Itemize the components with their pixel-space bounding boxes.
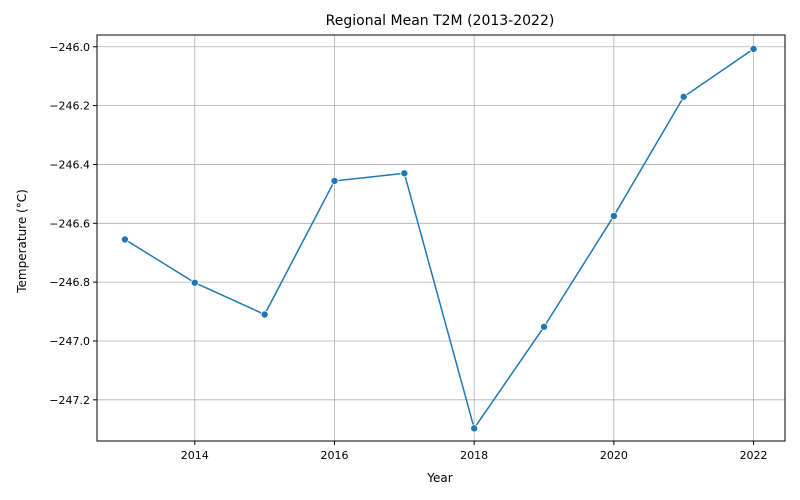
- x-tick-label: 2022: [740, 449, 768, 462]
- x-axis-label: Year: [426, 471, 452, 485]
- y-tick-label: −246.4: [49, 158, 90, 171]
- y-tick-label: −247.0: [49, 335, 90, 348]
- x-axis-ticks: 2014 2016 2018 2020 2022: [181, 441, 768, 462]
- data-point: [679, 92, 688, 101]
- data-point: [400, 169, 409, 178]
- data-point: [609, 211, 618, 220]
- data-point: [470, 424, 479, 433]
- x-tick-label: 2018: [460, 449, 488, 462]
- series-temperature: [120, 44, 758, 433]
- x-tick-label: 2020: [600, 449, 628, 462]
- plot-frame: [96, 34, 786, 442]
- y-axis-ticks: −247.2 −247.0 −246.8 −246.6 −246.4 −246.2 −246…: [49, 41, 97, 407]
- chart-title: Regional Mean T2M (2013-2022): [326, 13, 555, 29]
- data-point: [120, 235, 129, 244]
- y-axis-label: Temperature (°C): [15, 189, 29, 294]
- data-point: [330, 176, 339, 185]
- x-tick-label: 2016: [320, 449, 348, 462]
- y-tick-label: −246.8: [49, 276, 90, 289]
- series-line: [124, 48, 754, 431]
- x-tick-label: 2014: [181, 449, 209, 462]
- data-point: [540, 322, 549, 331]
- y-tick-label: −247.2: [49, 394, 90, 407]
- data-point: [190, 278, 199, 287]
- y-tick-label: −246.0: [49, 41, 90, 54]
- data-point: [749, 44, 758, 53]
- grid: [97, 35, 785, 441]
- y-tick-label: −246.6: [49, 217, 90, 230]
- data-point: [260, 310, 269, 319]
- y-tick-label: −246.2: [49, 100, 90, 113]
